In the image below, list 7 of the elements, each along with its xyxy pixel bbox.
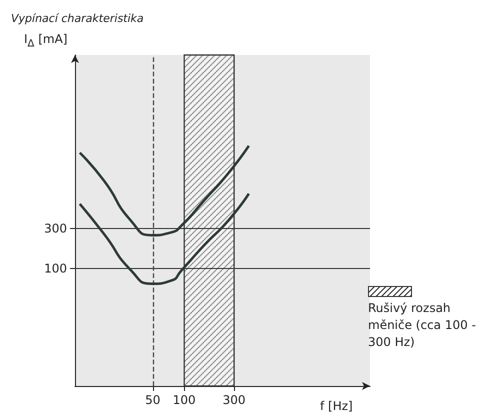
band-label: Rušivý rozsah měniče (cca 100 - 300 Hz) xyxy=(368,300,477,351)
chart-title: Vypínací charakteristika xyxy=(11,12,144,25)
x-tick-label: 50 xyxy=(145,393,160,407)
x-axis-title: f [Hz] xyxy=(320,399,353,413)
y-axis-title: I$_{Δ}$ [mA] xyxy=(24,32,68,50)
x-tick-label: 300 xyxy=(222,393,246,407)
x-tick-label: 100 xyxy=(172,393,196,407)
